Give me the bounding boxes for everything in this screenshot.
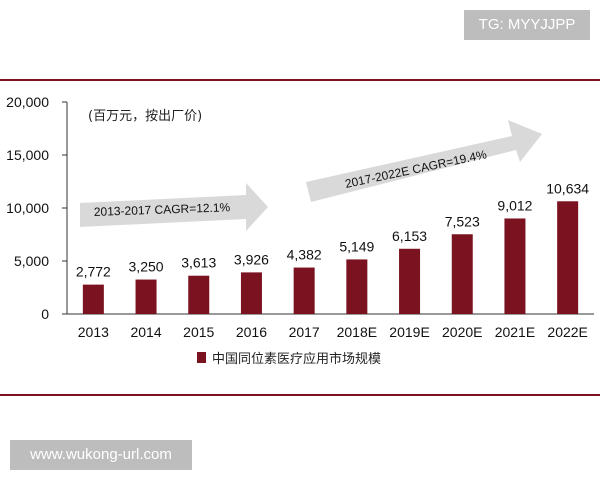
bar [135, 279, 157, 314]
bar [188, 275, 210, 314]
cagr-arrow-2013-2017 [80, 183, 268, 231]
bar [82, 284, 104, 314]
x-tick-label: 2018E [337, 324, 377, 340]
bar [451, 234, 473, 314]
y-tick-label: 10,000 [6, 200, 49, 216]
bar [504, 218, 526, 314]
watermark-bottom-left: www.wukong-url.com [10, 440, 192, 470]
y-tick-label: 20,000 [6, 94, 49, 110]
data-label: 5,149 [339, 238, 374, 254]
data-label: 3,926 [234, 251, 269, 267]
watermark-top-right: TG: MYYJJPP [464, 10, 590, 40]
x-tick-label: 2020E [442, 324, 482, 340]
data-label: 10,634 [546, 180, 589, 196]
x-tick-label: 2015 [183, 324, 214, 340]
x-tick-label: 2017 [289, 324, 320, 340]
data-label: 3,613 [181, 255, 216, 271]
y-axis: 0 5,000 10,000 15,000 20,000 [6, 94, 68, 322]
x-tick-label: 2022E [547, 324, 587, 340]
top-rule [0, 79, 600, 81]
x-tick-label: 2016 [236, 324, 267, 340]
y-tick-label: 5,000 [14, 253, 49, 269]
unit-note: (百万元，按出厂价) [88, 109, 202, 124]
x-tick-label: 2021E [495, 324, 535, 340]
y-tick-label: 15,000 [6, 147, 49, 163]
data-label: 9,012 [497, 197, 532, 213]
data-label: 7,523 [445, 213, 480, 229]
cagr-arrow-2017-2022e [306, 120, 542, 202]
legend-label: 中国同位素医疗应用市场规模 [212, 351, 381, 367]
legend: 中国同位素医疗应用市场规模 [197, 351, 381, 367]
bar [293, 267, 315, 314]
bar [240, 272, 262, 314]
bar [346, 259, 368, 314]
x-axis: 2013 2014 2015 2016 2017 2018E 2019E 2020E 2021E… [67, 313, 594, 340]
data-label: 3,250 [129, 259, 164, 275]
bar [557, 201, 579, 314]
bottom-rule [0, 394, 600, 396]
cagr-annotation-2013-2017: 2013-2017 CAGR=12.1% [94, 200, 231, 219]
data-label: 2,772 [76, 264, 111, 280]
x-tick-label: 2013 [78, 324, 109, 340]
y-tick-label: 0 [41, 306, 49, 322]
bars: 2,772 3,250 3,613 3,926 4,382 5,149 6,153 7,523… [76, 180, 589, 314]
x-tick-label: 2019E [389, 324, 429, 340]
legend-swatch [197, 352, 206, 363]
data-label: 4,382 [287, 247, 322, 263]
bar [399, 248, 421, 314]
x-tick-label: 2014 [130, 324, 161, 340]
data-label: 6,153 [392, 228, 427, 244]
